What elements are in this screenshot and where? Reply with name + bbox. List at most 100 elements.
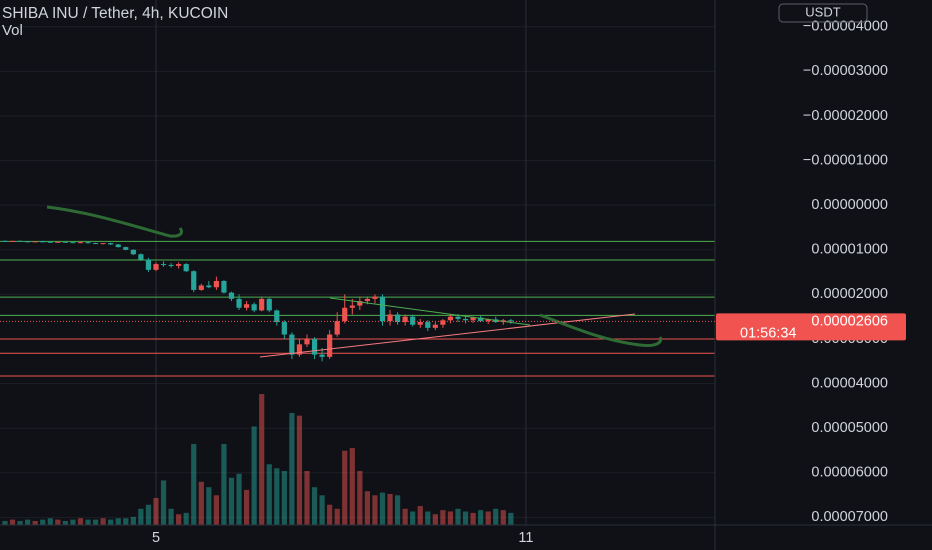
candle-body [168, 264, 174, 266]
candle-body [213, 281, 219, 288]
price-tag-countdown: 01:56:34 [740, 325, 796, 341]
volume-bar [25, 519, 31, 525]
volume-bar [9, 519, 16, 525]
volume-bar [221, 444, 227, 525]
candle-body [160, 264, 167, 266]
volume-bar [236, 473, 242, 525]
candle-body [206, 285, 212, 288]
volume-bar [478, 510, 484, 525]
volume-bar [2, 520, 8, 525]
candle-body [40, 241, 46, 243]
candle-body [387, 314, 393, 322]
volume-bar [92, 519, 99, 525]
candle-body [266, 298, 272, 311]
candle-body [123, 247, 129, 250]
volume-bar [266, 464, 272, 525]
candle-body [334, 321, 340, 335]
volume-bar [153, 498, 159, 525]
candle-body [25, 241, 31, 243]
volume-label: Vol [2, 22, 23, 39]
y-tick-label: 0.00006000 [811, 465, 888, 481]
volume-bar [508, 512, 514, 525]
volume-bar [296, 415, 303, 525]
candle-body [281, 322, 287, 335]
candle-body [70, 242, 76, 244]
candle-body [349, 305, 355, 308]
candle-body [311, 338, 318, 355]
candle-body [221, 281, 227, 293]
volume-bar [327, 504, 333, 525]
volume-bar [357, 471, 363, 525]
volume-bar [289, 412, 295, 525]
candle-body [115, 244, 121, 248]
candle-body [100, 243, 106, 245]
candle-body [478, 317, 484, 322]
candle-body [432, 324, 438, 328]
y-tick-label: −0.00003000 [803, 63, 888, 79]
volume-bar [145, 504, 152, 525]
price-tag [716, 313, 906, 341]
trend-line [329, 297, 531, 326]
arrow-drawing [46, 205, 184, 238]
volume-bar [138, 508, 144, 525]
volume-bar [447, 511, 454, 525]
candle-body [379, 296, 386, 322]
candle-body [243, 304, 250, 308]
volume-bar [62, 520, 68, 525]
candle-body [296, 344, 303, 355]
candle-body [259, 298, 265, 311]
currency-label[interactable]: USDT [805, 4, 840, 19]
volume-bar [394, 495, 401, 525]
candle-body [304, 338, 310, 345]
candle-body [274, 310, 280, 323]
candle-body [402, 316, 408, 323]
candle-body [77, 242, 84, 244]
price-tag-label: 0.00002606 [811, 313, 888, 329]
candle-body [153, 264, 159, 270]
volume-bar [32, 520, 38, 525]
trend-line [259, 313, 636, 358]
candle-body [319, 354, 325, 357]
volume-bar [40, 519, 46, 525]
candle-body [440, 320, 446, 325]
volume-bar [183, 512, 189, 525]
volume-bar [55, 519, 61, 525]
volume-bar [108, 519, 114, 525]
volume-bar [160, 480, 167, 525]
candle-body [447, 316, 454, 321]
currency-button[interactable] [778, 3, 868, 23]
candle-body [342, 307, 348, 322]
candle-body [372, 296, 378, 299]
volume-bar [274, 468, 280, 525]
volume-bar [77, 518, 84, 525]
candle-body [176, 264, 182, 266]
volume-bar [100, 518, 106, 525]
drawings [46, 205, 663, 358]
volume-bar [462, 511, 469, 525]
volume-bar [176, 514, 182, 525]
volume-bar [387, 493, 393, 525]
candle-body [236, 298, 242, 308]
candle-body [462, 318, 469, 321]
candle-body [183, 264, 189, 272]
y-tick-label: 0.00000000 [811, 197, 888, 213]
volume-bar [311, 487, 318, 525]
candle-body [32, 241, 38, 243]
volume-bar [191, 444, 197, 525]
volume-bar [410, 511, 416, 525]
volume-bar [243, 489, 250, 525]
y-tick-label: −0.00001000 [803, 152, 888, 168]
volume-bar [228, 477, 235, 525]
volume-bar [470, 512, 476, 525]
x-tick-label: 11 [518, 530, 533, 546]
volume-bar [342, 450, 348, 525]
candle-body [289, 334, 295, 355]
volume-bar [364, 491, 370, 525]
volume-bar [206, 487, 212, 525]
volume-bar [500, 510, 506, 525]
volume-bar [213, 495, 219, 525]
candle-body [92, 243, 99, 245]
candle-body [108, 243, 114, 245]
candle-body [485, 319, 491, 322]
